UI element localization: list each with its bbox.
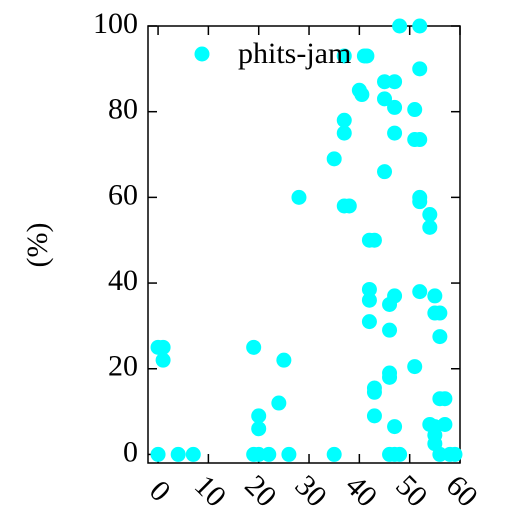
point — [427, 427, 443, 443]
x-tick-label: 10 — [188, 469, 233, 514]
point — [387, 125, 403, 141]
point — [387, 74, 403, 90]
point — [155, 339, 171, 355]
point — [412, 132, 428, 148]
legend-marker — [194, 46, 210, 62]
point — [354, 87, 370, 103]
point — [326, 151, 342, 167]
point — [387, 419, 403, 435]
point — [251, 408, 267, 424]
x-tick-label: 50 — [389, 469, 434, 514]
point — [437, 416, 453, 432]
point — [377, 164, 393, 180]
point — [336, 48, 352, 64]
x-tick-label: 40 — [339, 469, 384, 514]
x-tick-label: 0 — [143, 474, 177, 508]
point — [412, 61, 428, 77]
point — [412, 284, 428, 300]
legend-label: phits-jam — [238, 37, 351, 70]
point — [361, 292, 377, 308]
point — [382, 322, 398, 338]
point — [387, 99, 403, 115]
point — [377, 91, 393, 107]
point — [432, 305, 448, 321]
point — [291, 189, 307, 205]
point — [366, 384, 382, 400]
point — [261, 446, 277, 462]
point — [427, 288, 443, 304]
point — [422, 219, 438, 235]
point — [341, 198, 357, 214]
y-tick-label: 20 — [108, 350, 138, 383]
point — [412, 18, 428, 34]
y-axis-label: (%) — [21, 223, 54, 268]
y-tick-label: 100 — [93, 7, 138, 40]
point — [422, 207, 438, 223]
x-tick-label: 30 — [289, 469, 334, 514]
point — [387, 288, 403, 304]
point — [392, 18, 408, 34]
point — [392, 446, 408, 462]
point — [336, 112, 352, 128]
point — [432, 329, 448, 345]
point — [170, 446, 186, 462]
point — [447, 446, 463, 462]
point — [359, 48, 375, 64]
y-tick-label: 60 — [108, 178, 138, 211]
point — [276, 352, 292, 368]
point — [336, 125, 352, 141]
point — [281, 446, 297, 462]
point — [412, 194, 428, 210]
point — [271, 395, 287, 411]
point — [361, 281, 377, 297]
point — [150, 446, 166, 462]
point — [155, 352, 171, 368]
point — [437, 391, 453, 407]
x-tick-label: 20 — [238, 469, 283, 514]
point — [326, 446, 342, 462]
point — [407, 102, 423, 118]
y-tick-label: 0 — [123, 435, 138, 468]
point — [246, 339, 262, 355]
x-tick-label: 60 — [440, 469, 485, 514]
point — [382, 365, 398, 381]
y-tick-label: 40 — [108, 264, 138, 297]
point — [366, 408, 382, 424]
point — [251, 421, 267, 437]
y-tick-label: 80 — [108, 93, 138, 126]
point — [361, 314, 377, 330]
point — [407, 359, 423, 375]
point — [366, 232, 382, 248]
point — [185, 446, 201, 462]
plot-frame — [147, 25, 461, 464]
